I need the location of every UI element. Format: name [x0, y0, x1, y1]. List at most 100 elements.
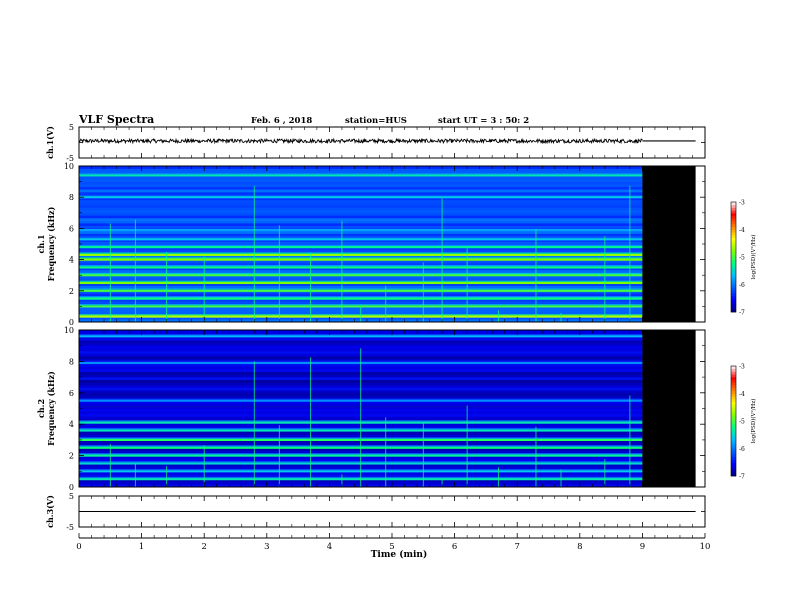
colorbar-segment: [731, 248, 736, 252]
colorbar-segment: [731, 445, 736, 449]
spectrogram-noise-row: [79, 262, 643, 266]
y-tick-label: 0: [69, 318, 74, 327]
spectrogram-noise-row: [79, 207, 643, 211]
colorbar-segment: [731, 276, 736, 280]
colorbar-segment: [731, 437, 736, 441]
spectrogram-noise-row: [79, 283, 643, 286]
emission-band: [79, 274, 643, 277]
emission-band-edge: [79, 227, 643, 229]
spectrogram-noise-row: [79, 285, 643, 289]
y-axis-label-line: ch.1: [36, 234, 46, 253]
start-time-label: start UT = 3 : 50: 2: [438, 116, 529, 126]
emission-band: [79, 297, 643, 300]
emission-band: [79, 228, 643, 232]
colorbar-segment: [731, 221, 736, 225]
colorbar-segment: [731, 451, 736, 455]
colorbar-tick-label: -3: [739, 364, 745, 371]
spectrogram-noise-row: [79, 184, 643, 188]
colorbar-segment: [731, 224, 736, 228]
colorbar-segment: [731, 204, 736, 208]
x-tick-label: 3: [264, 542, 269, 552]
emission-band: [79, 266, 643, 269]
colorbar-label: log(PSD)(V²/Hz): [750, 399, 757, 444]
spectrogram-noise-row: [79, 290, 643, 294]
colorbar-segment: [731, 385, 736, 389]
spectrogram-noise-row: [79, 166, 643, 169]
colorbar-segment: [731, 254, 736, 258]
emission-band-edge: [79, 280, 643, 282]
emission-band-edge: [79, 272, 643, 275]
x-tick-label: 7: [514, 542, 519, 552]
y-axis-label-line: ch.2: [36, 399, 46, 418]
colorbar-segment: [731, 448, 736, 452]
colorbar-segment: [731, 456, 736, 460]
spectrogram-noise-row: [79, 340, 643, 344]
colorbar-tick-label: -4: [739, 227, 745, 234]
colorbar-segment: [731, 246, 736, 250]
colorbar-segment: [731, 273, 736, 277]
emission-band-edge: [79, 265, 643, 267]
colorbar-segment: [731, 257, 736, 261]
colorbar-segment: [731, 281, 736, 285]
x-axis-label: Time (min): [371, 549, 428, 560]
colorbar-label: log(PSD)(V²/Hz): [750, 235, 757, 280]
colorbar-segment: [731, 426, 736, 430]
colorbar-segment: [731, 309, 736, 313]
emission-band-edge: [79, 237, 643, 239]
spectrogram-noise-row: [79, 345, 643, 349]
y-axis-label-line: ch.1(V): [45, 126, 55, 159]
colorbar-segment: [731, 366, 736, 370]
colorbar-segment: [731, 465, 736, 469]
spectrogram-noise-row: [79, 270, 643, 273]
ch2-colorbar: -3 -4 -5 -6 -7 log(PSD)(V²/Hz): [730, 364, 757, 481]
station-label: station=HUS: [345, 116, 407, 126]
spectrogram-noise-row: [79, 223, 643, 227]
colorbar-segment: [731, 374, 736, 378]
figure-title: VLF Spectra: [78, 113, 154, 126]
y-tick-label: 6: [69, 224, 74, 233]
x-tick-label: 0: [76, 542, 81, 552]
colorbar-segment: [731, 298, 736, 302]
colorbar-segment: [731, 240, 736, 244]
y-axis-label-line: ch.3(V): [45, 495, 55, 528]
spectrogram-noise-row: [79, 218, 643, 221]
colorbar-segment: [731, 226, 736, 230]
y-axis-label: ch.2Frequency (kHz): [36, 371, 56, 446]
colorbar-segment: [731, 462, 736, 466]
colorbar-segment: [731, 412, 736, 416]
colorbar-segment: [731, 421, 736, 425]
emission-band: [79, 174, 643, 177]
colorbar-segment: [731, 454, 736, 458]
spectrogram-noise-row: [79, 210, 643, 214]
colorbar-segment: [731, 399, 736, 403]
spectrogram-noise-row: [79, 181, 643, 185]
y-tick-label: 5: [69, 492, 74, 501]
ch1-trace: [78, 137, 643, 145]
no-data-region: [642, 330, 696, 487]
y-tick-label: 10: [64, 326, 74, 335]
y-axis-label-line: Frequency (kHz): [46, 206, 56, 281]
spectrogram-noise-row: [79, 205, 643, 208]
emission-band-edge: [79, 194, 643, 197]
colorbar-segment: [731, 265, 736, 269]
colorbar-segment: [731, 232, 736, 236]
colorbar-segment: [731, 470, 736, 474]
spectrogram-noise-row: [79, 202, 643, 206]
spectrogram-noise-row: [79, 186, 643, 190]
colorbar-segment: [731, 371, 736, 375]
colorbar-segment: [731, 295, 736, 299]
colorbar-segment: [731, 407, 736, 411]
spectrogram-noise-row: [79, 267, 643, 271]
y-tick-label: 2: [69, 287, 74, 296]
emission-band-edge: [79, 296, 643, 298]
emission-band-edge: [79, 244, 643, 247]
colorbar-segment: [731, 237, 736, 241]
colorbar-tick-label: -4: [739, 391, 745, 398]
y-tick-label: -5: [66, 154, 74, 163]
colorbar-tick-label: -5: [739, 419, 745, 426]
spectrogram-noise-row: [79, 277, 643, 281]
colorbar-segment: [731, 213, 736, 217]
date-label: Feb. 6 , 2018: [251, 116, 312, 126]
colorbar-segment: [731, 287, 736, 291]
